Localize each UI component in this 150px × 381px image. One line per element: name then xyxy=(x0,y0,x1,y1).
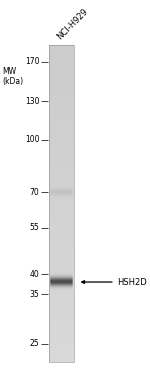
Text: 25: 25 xyxy=(30,339,39,348)
Text: 55: 55 xyxy=(30,223,39,232)
Text: 130: 130 xyxy=(25,97,39,106)
Text: MW
(kDa): MW (kDa) xyxy=(2,67,23,86)
Text: HSH2D: HSH2D xyxy=(117,277,147,287)
Bar xyxy=(49,45,74,362)
Text: 35: 35 xyxy=(30,290,39,299)
Text: NCI-H929: NCI-H929 xyxy=(55,7,90,42)
Text: 70: 70 xyxy=(30,188,39,197)
Text: 170: 170 xyxy=(25,57,39,66)
Text: 40: 40 xyxy=(30,270,39,279)
Text: 100: 100 xyxy=(25,135,39,144)
